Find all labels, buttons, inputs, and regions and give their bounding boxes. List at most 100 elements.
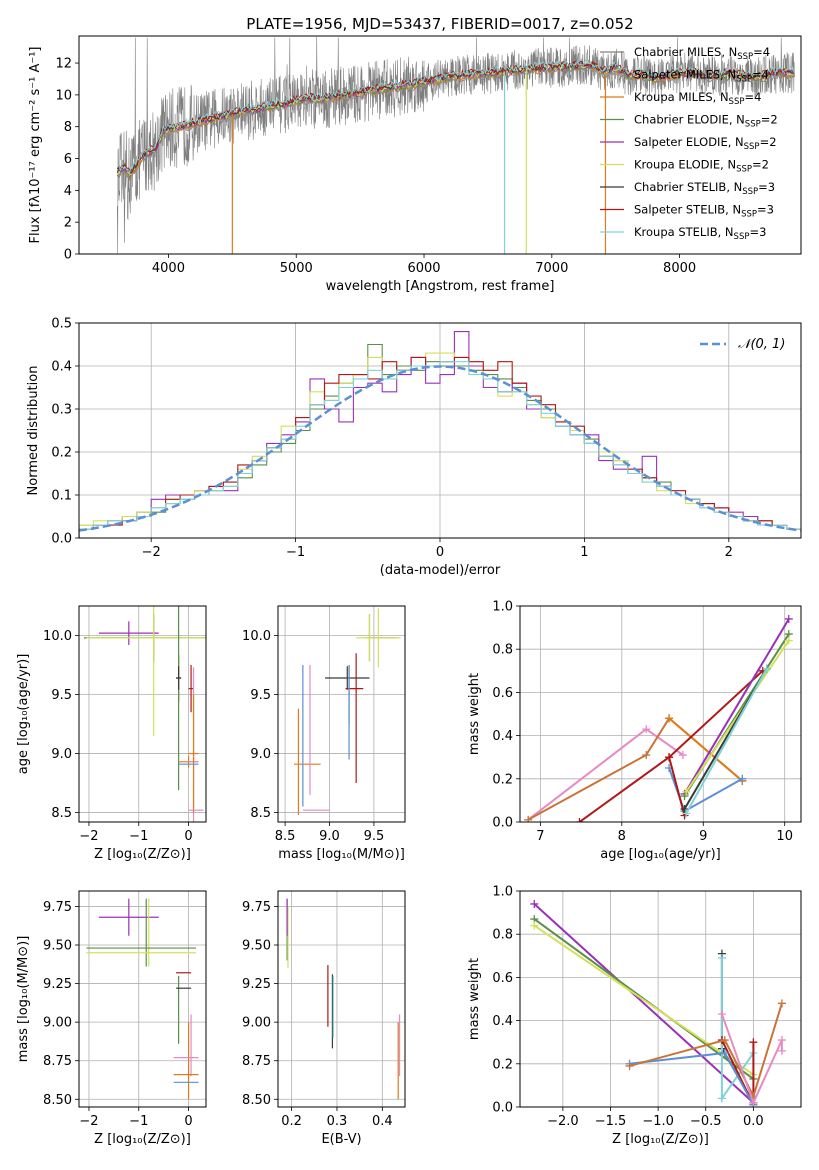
y-tick-label: 9.5	[51, 688, 72, 703]
y-tick-label: 0.4	[51, 360, 72, 375]
mass-weight-marker	[642, 725, 651, 734]
mass-weight-series	[720, 1013, 783, 1106]
mass-weight-marker	[784, 636, 793, 645]
metallicity-mass-panel: −2 −1 0 8.50 8.75 9.00 9.25 9.50 9.75 Z [log₁₀(Z/…	[16, 890, 207, 1147]
x-tick-label: 8	[618, 829, 626, 844]
mass-weight-marker	[749, 1098, 758, 1107]
mass-weight-marker	[777, 1046, 786, 1055]
y-tick-label: 8.5	[51, 806, 72, 821]
y-tick-label: 9.75	[242, 900, 271, 915]
error-bar-point	[86, 606, 206, 736]
x-tick-label: 0.3	[327, 1114, 348, 1129]
y-axis-label: age [log₁₀(age/yr)]	[16, 654, 31, 775]
error-bar-point	[365, 614, 374, 662]
axes-frame	[78, 35, 802, 255]
mass-weight-marker	[682, 787, 691, 796]
plot-area	[524, 614, 793, 822]
plot-area	[83, 606, 206, 822]
model-spectrum-line	[117, 62, 794, 180]
axes-frame	[78, 322, 802, 539]
mass-weight-marker	[575, 818, 584, 822]
mass-weight-marker	[762, 664, 771, 673]
mass-weight-marker	[777, 999, 786, 1008]
y-tick-label: 0.2	[51, 446, 72, 461]
y-tick-label: 0	[64, 248, 72, 263]
y-tick-label: 0.0	[51, 532, 72, 547]
mass-weight-series	[668, 756, 686, 816]
y-axis-label: mass weight	[467, 673, 482, 755]
legend-entry: Kroupa ELODIE, NSSP=2	[634, 158, 769, 175]
mass-weight-marker	[680, 805, 689, 814]
model-spectrum-line	[117, 58, 795, 174]
x-tick-label: 5000	[280, 261, 313, 276]
y-tick-label: 6	[64, 152, 72, 167]
legend-entry: 𝒩(0, 1)	[738, 337, 785, 352]
x-tick-label: 0.4	[372, 1114, 393, 1129]
x-tick-label: −2.0	[547, 1114, 579, 1129]
y-tick-label: 10.0	[242, 629, 271, 644]
axes-frame	[277, 605, 406, 823]
y-tick-label: 8.75	[242, 1054, 271, 1069]
x-axis-label: Z [log₁₀(Z/Z⊙)]	[94, 847, 191, 862]
legend-entry: Salpeter STELIB, NSSP=3	[634, 203, 774, 220]
y-tick-label: 9.00	[43, 1016, 72, 1031]
mass-weight-marker	[717, 1010, 726, 1019]
y-tick-label: 1.0	[492, 885, 513, 900]
x-tick-label: 0.0	[743, 1114, 764, 1129]
x-tick-label: 2	[725, 545, 733, 560]
x-tick-label: −2	[79, 829, 98, 844]
y-tick-label: 9.25	[242, 977, 271, 992]
observed-spectrum-line	[117, 36, 795, 254]
y-tick-label: 0.4	[492, 729, 513, 744]
error-bar-point	[98, 898, 159, 936]
y-axis-label: Normed distribution	[26, 366, 41, 496]
plot-area	[86, 898, 199, 1100]
y-tick-label: 8.5	[250, 806, 271, 821]
mass-weight-marker	[665, 753, 674, 762]
mass-weight-marker	[784, 614, 793, 623]
x-tick-label: 1	[580, 545, 588, 560]
metallicity-age-panel: −2 −1 0 8.5 9.0 9.5 10.0 Z [log₁₀(Z/Z⊙)] age [lo…	[16, 605, 207, 862]
y-tick-label: 0.8	[492, 643, 513, 658]
x-tick-label: 0	[436, 545, 444, 560]
legend-entry: Chabrier STELIB, NSSP=3	[634, 180, 775, 197]
y-tick-label: 9.50	[242, 939, 271, 954]
mass-weight-series	[685, 640, 790, 793]
y-tick-label: 9.75	[43, 900, 72, 915]
x-tick-label: −0.5	[690, 1114, 722, 1129]
mass-weight-marker	[777, 1036, 786, 1045]
mass-weight-series	[683, 618, 790, 795]
legend-entry: Kroupa MILES, NSSP=4	[634, 90, 761, 107]
y-tick-label: 9.50	[43, 939, 72, 954]
x-tick-label: −2	[79, 1114, 98, 1129]
error-bar-point	[356, 608, 401, 668]
y-tick-label: 0.3	[51, 403, 72, 418]
x-tick-label: 0	[184, 829, 192, 844]
x-tick-label: 6000	[407, 261, 440, 276]
y-tick-label: 0.0	[492, 1101, 513, 1116]
mass-weight-marker	[717, 953, 726, 962]
x-tick-label: 8.5	[275, 829, 296, 844]
plot-area	[286, 898, 401, 1100]
x-axis-label: wavelength [Angstrom, rest frame]	[326, 279, 555, 294]
chart-legend: 𝒩(0, 1)	[700, 337, 785, 352]
axes-frame	[277, 890, 406, 1108]
x-axis-label: age [log₁₀(age/yr)]	[600, 847, 721, 862]
y-tick-label: 0.8	[492, 928, 513, 943]
y-tick-label: 0.6	[492, 971, 513, 986]
legend-entry: Kroupa STELIB, NSSP=3	[634, 225, 766, 242]
residual-histogram-step	[79, 361, 801, 538]
legend-entry: Chabrier ELODIE, NSSP=2	[634, 113, 778, 130]
x-tick-label: 4000	[152, 261, 185, 276]
x-axis-label: (data-model)/error	[380, 563, 501, 578]
legend-entry: Salpeter MILES, NSSP=4	[634, 68, 769, 85]
mass-weight-marker	[680, 792, 689, 801]
plot-area	[116, 36, 795, 254]
y-tick-label: 8.50	[43, 1093, 72, 1108]
y-tick-label: 9.0	[51, 747, 72, 762]
y-axis-label: mass weight	[467, 958, 482, 1040]
y-tick-label: 8.75	[43, 1054, 72, 1069]
chart-title: PLATE=1956, MJD=53437, FIBERID=0017, z=0…	[246, 15, 633, 33]
chart-legend: Chabrier MILES, NSSP=4 Salpeter MILES, NS…	[600, 45, 778, 242]
